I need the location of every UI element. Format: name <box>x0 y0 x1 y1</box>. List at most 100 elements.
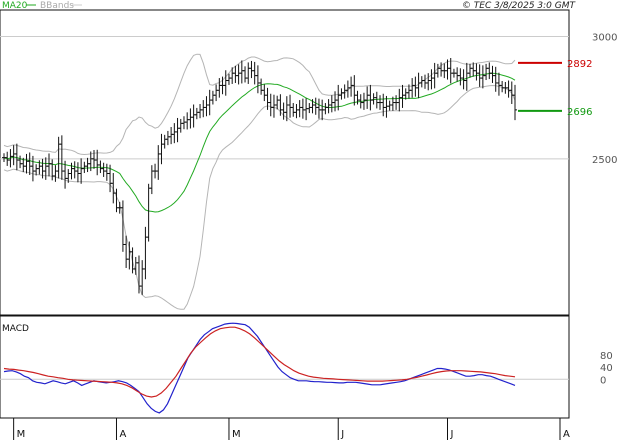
price-y-tick-label: 2500 <box>592 155 617 166</box>
ohlc-bar <box>46 153 51 177</box>
macd-panel-frame <box>0 315 570 419</box>
ohlc-bar <box>326 99 331 114</box>
ohlc-bar <box>230 67 235 84</box>
ohlc-bar <box>243 66 248 83</box>
copyright-text: © TEC 3/8/2025 3:0 GMT <box>462 1 577 11</box>
ohlc-bar <box>496 72 501 96</box>
ohlc-bar <box>85 157 90 173</box>
x-tick-label: J <box>340 429 344 440</box>
ohlc-bar <box>313 97 318 115</box>
ohlc-bar <box>310 99 315 114</box>
ohlc-bar <box>43 157 48 180</box>
ohlc-bar <box>181 116 186 130</box>
price-grid: 3000 2500 <box>0 32 617 166</box>
bband-upper-line <box>3 53 516 156</box>
ohlc-bar <box>490 65 495 83</box>
resistance-level-label: 2892 <box>567 59 592 70</box>
ohlc-bar <box>480 65 485 89</box>
ohlc-bar <box>304 98 309 121</box>
ohlc-bar <box>271 94 276 118</box>
ohlc-bar <box>59 135 64 180</box>
ohlc-bar <box>149 165 154 195</box>
ohlc-bar <box>464 62 469 91</box>
ohlc-bar <box>56 136 61 179</box>
legend-bbands: BBands <box>40 1 74 11</box>
macd-y-tick-label: 0 <box>600 375 606 386</box>
macd-series <box>3 322 516 414</box>
ohlc-bar <box>156 145 161 180</box>
ohlc-bar <box>53 165 58 182</box>
ohlc-bar <box>210 90 215 105</box>
ohlc-bar <box>82 161 87 174</box>
ohlc-bar <box>95 149 100 176</box>
ohlc-bar <box>201 100 206 118</box>
ohlc-bar <box>268 93 273 117</box>
macd-y-tick-label: 80 <box>600 351 613 362</box>
ohlc-bar <box>191 104 196 128</box>
ohlc-bar <box>284 96 289 122</box>
ohlc-bar <box>259 78 264 95</box>
signal-line <box>3 326 516 398</box>
ohlc-bar <box>165 130 170 146</box>
ohlc-bar <box>30 155 35 182</box>
ohlc-bar <box>50 159 55 181</box>
ohlc-bar <box>281 102 286 120</box>
ohlc-bar <box>214 84 219 102</box>
ohlc-bar <box>426 73 431 91</box>
ohlc-bar <box>474 63 479 81</box>
ohlc-bar <box>175 117 180 143</box>
ohlc-bar <box>262 84 267 102</box>
ohlc-bar <box>252 61 257 85</box>
ohlc-bar <box>300 98 305 119</box>
ohlc-bar <box>159 133 164 165</box>
support-level-label: 2696 <box>567 107 592 118</box>
ohlc-bar <box>435 63 440 78</box>
ohlc-bar <box>223 70 228 96</box>
ohlc-bar <box>397 88 402 112</box>
ohlc-bar <box>249 60 254 79</box>
ohlc-bar <box>487 62 492 80</box>
ohlc-bar <box>27 152 32 175</box>
ohlc-bar <box>79 158 84 184</box>
ohlc-bar <box>178 118 183 133</box>
ohlc-bar <box>194 107 199 120</box>
ohlc-bar <box>130 247 135 274</box>
ohlc-bar <box>24 153 29 174</box>
ohlc-bar <box>255 65 260 94</box>
ohlc-bar <box>458 68 463 86</box>
ohlc-bar <box>410 78 415 98</box>
ohlc-bar <box>162 134 167 149</box>
bband-lower-line <box>3 84 516 310</box>
ohlc-bar <box>275 95 280 110</box>
ohlc-bar <box>423 74 428 89</box>
ohlc-bar <box>233 65 238 83</box>
price-panel-frame <box>0 9 570 316</box>
ohlc-bar <box>429 69 434 90</box>
ohlc-bar <box>101 162 106 177</box>
ohlc-bar <box>432 62 437 89</box>
x-tick-label: M <box>17 429 26 440</box>
ohlc-bar <box>198 104 203 119</box>
ohlc-bar <box>98 160 103 174</box>
ohlc-bar <box>513 84 517 121</box>
ohlc-bar <box>239 60 244 84</box>
ohlc-bar <box>172 123 177 144</box>
ohlc-bar <box>307 103 312 114</box>
ohlc-bar <box>72 161 77 179</box>
price-series: 2892 2696 <box>2 53 592 310</box>
ohlc-bar <box>146 183 151 242</box>
ohlc-bar <box>207 89 212 116</box>
x-tick-label: A <box>563 429 570 440</box>
ohlc-bar <box>316 98 321 119</box>
ohlc-bar <box>329 95 334 113</box>
ma20-line <box>3 72 516 213</box>
x-tick-label: J <box>450 429 454 440</box>
macd-y-tick-label: 40 <box>600 363 613 374</box>
ohlc-bar <box>471 62 476 77</box>
ohlc-bar <box>365 86 370 109</box>
ohlc-bar <box>11 145 16 166</box>
ohlc-bar <box>484 63 489 81</box>
